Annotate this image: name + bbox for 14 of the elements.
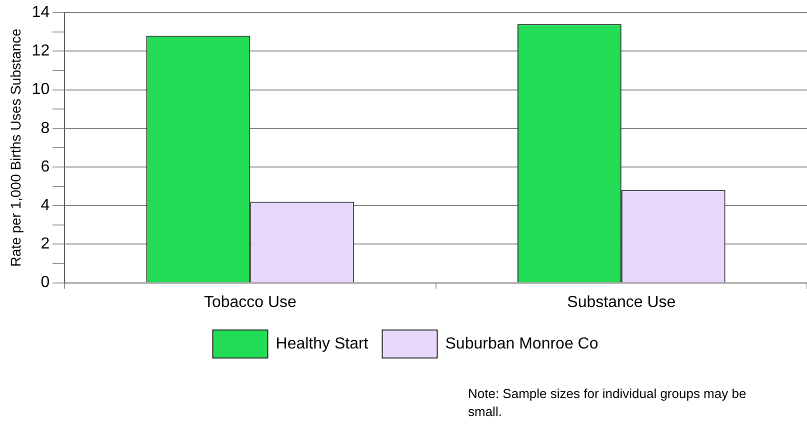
x-tick-label: Substance Use: [567, 294, 676, 311]
legend-label: Healthy Start: [276, 335, 369, 352]
y-axis-title: Rate per 1,000 Births Uses Substance: [7, 28, 24, 267]
y-tick-label: 12: [32, 42, 50, 60]
x-tick-label: Tobacco Use: [204, 294, 297, 311]
y-tick-label: 14: [32, 4, 50, 22]
y-tick-label: 4: [40, 197, 50, 214]
y-tick-label: 2: [40, 236, 50, 253]
y-tick-label: 6: [40, 158, 50, 176]
legend-label: Suburban Monroe Co: [445, 335, 598, 352]
text: Note: Sample sizes for individual groups may be small.: [468, 385, 748, 421]
y-tick-label: 8: [40, 120, 50, 137]
y-tick-label: 10: [32, 81, 50, 98]
y-tick-label: 0: [40, 274, 50, 292]
